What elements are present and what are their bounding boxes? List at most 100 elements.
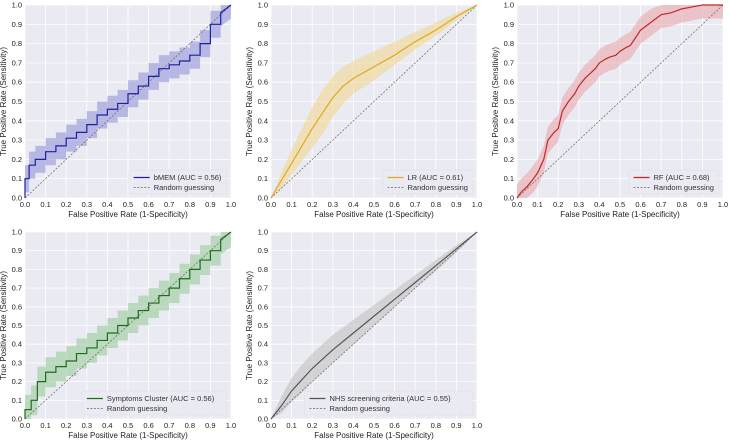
y-tick-label: 0.2 bbox=[12, 377, 22, 386]
y-tick-label: 0.7 bbox=[504, 58, 514, 67]
roc-curve bbox=[24, 231, 232, 419]
y-tick-label: 0.0 bbox=[258, 415, 268, 424]
x-tick-label: 0.8 bbox=[677, 200, 687, 209]
y-tick-label: 0.1 bbox=[504, 174, 514, 183]
legend: NHS screening criteria (AUC = 0.55)Rando… bbox=[304, 390, 474, 416]
x-axis-label: False Positive Rate (1-Specificity) bbox=[314, 210, 434, 219]
random-guessing-line bbox=[270, 4, 478, 199]
x-tick-label: 0.3 bbox=[82, 421, 92, 430]
legend: LR (AUC = 0.61)Random guessing bbox=[382, 169, 474, 195]
y-tick-label: 0.8 bbox=[504, 39, 514, 48]
y-tick-label: 0.1 bbox=[12, 174, 22, 183]
legend-box bbox=[382, 169, 474, 195]
legend-box bbox=[628, 169, 720, 195]
y-tick-label: 0.7 bbox=[258, 284, 268, 293]
y-axis-label: True Positive Rate (Sensitivity) bbox=[0, 271, 8, 380]
y-tick-label: 0.4 bbox=[12, 116, 22, 125]
roc-curve bbox=[270, 4, 478, 199]
y-axis-label: True Positive Rate (Sensitivity) bbox=[0, 47, 8, 156]
x-tick-label: 0.9 bbox=[451, 200, 461, 209]
chart-panel-symptoms: 0.0 0.1 0.2 0.3 0.4 0.5 0.6 0.7 0.8 0.9 1.0 0.0 0.1 0… bbox=[0, 228, 236, 441]
legend: RF (AUC = 0.68)Random guessing bbox=[628, 169, 720, 195]
x-tick-label: 0.2 bbox=[61, 421, 71, 430]
x-tick-label: 0.2 bbox=[307, 421, 317, 430]
x-tick-label: 0.7 bbox=[164, 200, 174, 209]
y-tick-label: 0.3 bbox=[12, 136, 22, 145]
y-tick-label: 0.6 bbox=[504, 78, 514, 87]
y-tick-label: 0.0 bbox=[12, 194, 22, 203]
x-tick-label: 0.7 bbox=[410, 200, 420, 209]
x-tick-label: 0.2 bbox=[307, 200, 317, 209]
x-tick-label: 0.9 bbox=[205, 421, 215, 430]
x-tick-label: 0.0 bbox=[266, 200, 276, 209]
y-tick-label: 0.5 bbox=[12, 321, 22, 330]
y-tick-label: 1.0 bbox=[258, 1, 268, 10]
x-tick-label: 0.6 bbox=[143, 200, 153, 209]
random-guessing-line bbox=[24, 231, 232, 420]
y-tick-label: 0.8 bbox=[12, 39, 22, 48]
y-tick-label: 0.0 bbox=[12, 415, 22, 424]
x-tick-label: 0.1 bbox=[532, 200, 542, 209]
x-tick-label: 1.0 bbox=[472, 200, 482, 209]
y-tick-label: 0.0 bbox=[504, 194, 514, 203]
x-tick-label: 0.8 bbox=[431, 421, 441, 430]
y-tick-label: 0.4 bbox=[12, 340, 22, 349]
y-tick-label: 0.4 bbox=[258, 116, 268, 125]
x-tick-label: 0.1 bbox=[286, 200, 296, 209]
random-guessing-line bbox=[270, 231, 478, 420]
y-tick-label: 0.1 bbox=[12, 396, 22, 405]
x-tick-label: 0.1 bbox=[40, 200, 50, 209]
y-tick-label: 0.6 bbox=[258, 302, 268, 311]
x-tick-label: 0.6 bbox=[389, 200, 399, 209]
y-tick-label: 0.6 bbox=[12, 78, 22, 87]
x-tick-label: 0.1 bbox=[40, 421, 50, 430]
y-tick-label: 0.3 bbox=[12, 358, 22, 367]
x-tick-label: 1.0 bbox=[226, 200, 236, 209]
x-tick-label: 0.7 bbox=[164, 421, 174, 430]
legend-label-random: Random guessing bbox=[107, 404, 167, 413]
x-tick-label: 0.4 bbox=[102, 200, 112, 209]
x-tick-label: 0.2 bbox=[553, 200, 563, 209]
x-tick-label: 0.5 bbox=[369, 200, 379, 209]
y-tick-label: 0.8 bbox=[258, 265, 268, 274]
x-tick-label: 0.6 bbox=[635, 200, 645, 209]
x-tick-label: 0.2 bbox=[61, 200, 71, 209]
x-tick-label: 1.0 bbox=[226, 421, 236, 430]
roc-curve bbox=[516, 4, 723, 199]
x-tick-label: 0.0 bbox=[266, 421, 276, 430]
legend-label-curve: NHS screening criteria (AUC = 0.55) bbox=[330, 394, 452, 403]
y-tick-label: 1.0 bbox=[12, 228, 22, 237]
x-tick-label: 0.5 bbox=[123, 421, 133, 430]
y-tick-label: 0.4 bbox=[258, 340, 268, 349]
y-tick-label: 1.0 bbox=[12, 1, 22, 10]
y-tick-label: 0.6 bbox=[258, 78, 268, 87]
legend: Symptoms Cluster (AUC = 0.56)Random gues… bbox=[81, 390, 228, 416]
x-axis-label: False Positive Rate (1-Specificity) bbox=[314, 431, 434, 440]
y-tick-label: 0.8 bbox=[258, 39, 268, 48]
legend-box bbox=[304, 390, 474, 416]
y-tick-label: 0.4 bbox=[504, 116, 514, 125]
y-tick-label: 0.7 bbox=[12, 58, 22, 67]
x-tick-label: 0.7 bbox=[656, 200, 666, 209]
x-tick-label: 0.4 bbox=[594, 200, 604, 209]
y-tick-label: 0.7 bbox=[258, 58, 268, 67]
roc-curve bbox=[270, 231, 478, 420]
x-tick-label: 0.5 bbox=[123, 200, 133, 209]
x-tick-label: 0.9 bbox=[205, 200, 215, 209]
y-tick-label: 0.9 bbox=[504, 20, 514, 29]
x-tick-label: 0.1 bbox=[286, 421, 296, 430]
x-tick-label: 0.9 bbox=[697, 200, 707, 209]
x-tick-label: 0.6 bbox=[143, 421, 153, 430]
x-tick-label: 0.3 bbox=[328, 421, 338, 430]
y-tick-label: 1.0 bbox=[504, 1, 514, 10]
y-tick-label: 0.2 bbox=[258, 377, 268, 386]
x-tick-label: 0.4 bbox=[348, 421, 358, 430]
chart-panel-lr: 0.0 0.1 0.2 0.3 0.4 0.5 0.6 0.7 0.8 0.9 1.0 0.0 0.1 0… bbox=[245, 1, 482, 220]
x-tick-label: 0.9 bbox=[451, 421, 461, 430]
y-tick-label: 0.1 bbox=[258, 396, 268, 405]
x-tick-label: 0.8 bbox=[431, 200, 441, 209]
random-guessing-line bbox=[516, 4, 724, 199]
x-tick-label: 0.0 bbox=[512, 200, 522, 209]
